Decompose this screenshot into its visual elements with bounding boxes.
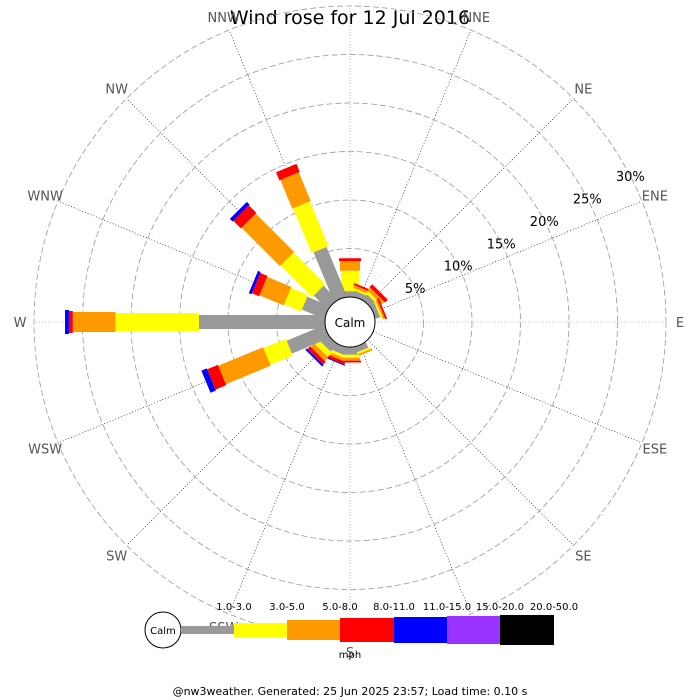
- legend-unit: mph: [339, 650, 361, 661]
- direction-label-NNW: NNW: [208, 11, 240, 26]
- grid-spoke: [126, 339, 333, 546]
- grid-spoke: [228, 344, 341, 615]
- legend-label-11.0-15.0: 11.0-15.0: [423, 602, 471, 613]
- bar-segment-WSW-11.0-15.0: [201, 368, 216, 393]
- grid-spoke: [372, 331, 643, 444]
- bar-segment-WNW-3.0-5.0: [284, 287, 308, 312]
- legend: Calm 1.0-3.0 3.0-5.0 5.0-8.0 8.0-11.0 11.0-1…: [144, 602, 578, 661]
- grid-spoke: [372, 200, 643, 313]
- direction-label-NW: NW: [105, 83, 128, 98]
- bar-segment-WNW-8.0-11.0: [251, 272, 268, 297]
- ring-label-30%: 30%: [616, 170, 645, 185]
- legend-label-8.0-11.0: 8.0-11.0: [373, 602, 415, 613]
- grid-spoke: [359, 344, 472, 615]
- direction-label-W: W: [14, 316, 27, 331]
- legend-label-5.0-8.0: 5.0-8.0: [322, 602, 357, 613]
- bar-segment-NW-11.0-15.0: [229, 201, 250, 222]
- legend-swatch-11.0-15.0: [394, 617, 447, 643]
- bar-segment-NW-1.0-3.0: [313, 285, 338, 310]
- bar-segment-NE-1.0-3.0: [362, 294, 378, 310]
- legend-swatch-20.0-50.0: [500, 615, 554, 645]
- bar-segment-NNE-1.0-3.0: [353, 290, 369, 302]
- legend-calm-label: Calm: [150, 626, 176, 637]
- direction-label-E: E: [676, 316, 684, 331]
- bar-segment-WSW-3.0-5.0: [263, 338, 293, 365]
- bar-segment-SW-3.0-5.0: [314, 340, 332, 358]
- direction-label-NNE: NNE: [462, 11, 490, 26]
- ring-label-5%: 5%: [405, 282, 426, 297]
- bar-segment-WSW-5.0-8.0: [218, 347, 271, 385]
- bar-segment-SSE-1.0-3.0: [353, 342, 369, 354]
- calm-circle: [324, 296, 376, 348]
- ring-labels: 5% 10% 15% 20% 25% 30%: [405, 170, 645, 297]
- direction-label-ENE: ENE: [642, 190, 668, 205]
- bar-segment-SW-11.0-15.0: [305, 348, 324, 367]
- bar-segment-SW-8.0-11.0: [307, 346, 326, 365]
- bar-segment-ENE-5.0-8.0: [375, 299, 385, 320]
- ring-label-10%: 10%: [444, 260, 473, 275]
- bar-segment-NW-8.0-11.0: [233, 205, 257, 229]
- legend-swatch-15.0-20.0: [447, 616, 500, 644]
- direction-label-SE: SE: [575, 549, 591, 564]
- bar-segment-NE-8.0-11.0: [369, 284, 388, 303]
- bar-segment-SSE-3.0-5.0: [353, 347, 371, 356]
- bar-segment-SSW-8.0-11.0: [323, 353, 346, 365]
- bar-segment-SSW-3.0-5.0: [328, 348, 346, 359]
- bar-segment-SSE-5.0-8.0: [353, 348, 373, 358]
- legend-label-3.0-5.0: 3.0-5.0: [269, 602, 304, 613]
- legend-swatch-8.0-11.0: [340, 618, 394, 642]
- ring-label-15%: 15%: [487, 237, 516, 252]
- bar-segment-NE-5.0-8.0: [367, 287, 385, 305]
- bar-segment-NW-5.0-8.0: [241, 213, 295, 267]
- bar-segment-NNW-1.0-3.0: [313, 246, 347, 302]
- direction-label-ESE: ESE: [643, 442, 668, 457]
- bar-segment-WSW-1.0-3.0: [286, 325, 330, 354]
- bar-segment-SSW-5.0-8.0: [325, 351, 346, 362]
- bar-segment-SW-1.0-3.0: [320, 334, 338, 352]
- bar-segment-SSW-1.0-3.0: [330, 342, 347, 355]
- bar-segment-WNW-1.0-3.0: [301, 296, 330, 319]
- bar-segment-WNW-11.0-15.0: [248, 270, 261, 295]
- legend-swatch-1.0-3.0: [181, 626, 234, 634]
- direction-label-WNW: WNW: [27, 190, 63, 205]
- calm-label: Calm: [335, 316, 366, 330]
- direction-label-N: N: [345, 0, 355, 1]
- grid-spoke: [367, 98, 574, 305]
- bar-segment-ENE-3.0-5.0: [374, 301, 383, 319]
- bar-segment-SW-5.0-8.0: [310, 343, 329, 362]
- bar-segment-NNE-5.0-8.0: [353, 285, 373, 296]
- bar-segment-NNE-8.0-11.0: [353, 283, 375, 294]
- bar-segment-WNW-5.0-8.0: [259, 276, 292, 306]
- grid-spoke: [359, 29, 472, 300]
- bar-segment-ENE-1.0-3.0: [370, 304, 381, 319]
- footer-text: @nw3weather. Generated: 25 Jun 2025 23:5…: [173, 685, 528, 698]
- bar-segment-NNE-3.0-5.0: [353, 288, 371, 297]
- bar-segment-ENE-8.0-11.0: [376, 298, 388, 320]
- bar-segment-NNW-5.0-8.0: [280, 172, 311, 209]
- calm-center: Calm: [324, 296, 376, 348]
- bars: [65, 163, 388, 393]
- legend-swatch-5.0-8.0: [287, 620, 340, 640]
- legend-label-15.0-20.0: 15.0-20.0: [476, 602, 524, 613]
- legend-swatch-3.0-5.0: [234, 623, 287, 637]
- bar-segment-WSW-8.0-11.0: [207, 364, 227, 390]
- direction-label-WSW: WSW: [28, 442, 62, 457]
- bar-segment-NNW-8.0-11.0: [276, 163, 300, 181]
- bar-segment-NE-3.0-5.0: [366, 291, 381, 306]
- bar-segment-NW-3.0-5.0: [280, 252, 325, 297]
- ring-label-20%: 20%: [530, 215, 559, 230]
- bar-segment-NNW-3.0-5.0: [293, 201, 329, 254]
- direction-label-SW: SW: [106, 549, 127, 564]
- legend-label-20.0-50.0: 20.0-50.0: [530, 602, 578, 613]
- grid-spoke: [367, 339, 574, 546]
- direction-label-S: S: [346, 646, 354, 661]
- ring-label-25%: 25%: [573, 192, 602, 207]
- direction-label-NE: NE: [574, 83, 592, 98]
- legend-label-1.0-3.0: 1.0-3.0: [216, 602, 251, 613]
